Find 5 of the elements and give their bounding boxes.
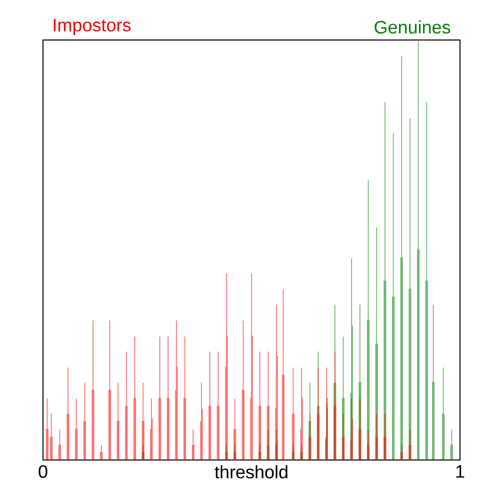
series-label: Genuines xyxy=(374,20,450,34)
text: Impostors xyxy=(54,18,131,36)
x-tick-label: 1 xyxy=(456,465,464,478)
x-axis-title: threshold xyxy=(214,465,288,478)
x-tick-label: 0 xyxy=(38,465,48,478)
